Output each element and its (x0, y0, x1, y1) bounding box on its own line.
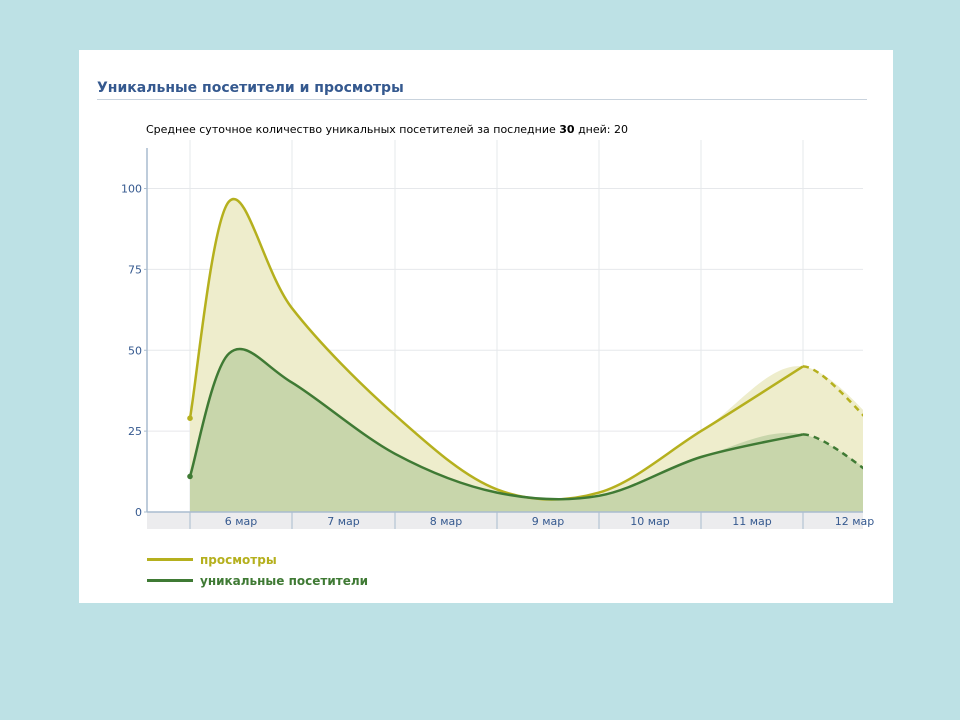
summary-days: 30 (559, 123, 575, 136)
y-tick-label: 50 (128, 344, 142, 357)
x-tick-label: 6 мар (225, 515, 258, 528)
legend-item-visitors[interactable]: уникальные посетители (147, 570, 368, 591)
card-title: Уникальные посетители и просмотры (97, 80, 404, 96)
y-tick-label: 100 (121, 183, 142, 196)
stats-card: Уникальные посетители и просмотры Средне… (79, 50, 893, 603)
legend-label-visitors: уникальные посетители (200, 573, 369, 588)
summary-suffix: дней: 20 (578, 123, 628, 136)
legend-item-views[interactable]: просмотры (147, 549, 368, 570)
visitors-chart: 6 мар 7 мар 8 мар 9 мар 10 мар 11 мар 12 мар 0… (121, 140, 875, 529)
summary-prefix: Среднее суточное количество уникальных п… (146, 123, 556, 136)
y-tick-labels: 0 25 50 75 100 (121, 183, 147, 519)
x-tick-label: 9 мар (532, 515, 565, 528)
line-tail-views (802, 365, 863, 417)
title-divider (97, 99, 867, 100)
legend-swatch-views (147, 558, 193, 561)
y-tick-label: 0 (135, 506, 142, 519)
x-tick-label: 12 мар (835, 515, 875, 528)
y-tick-label: 25 (128, 425, 142, 438)
area-visitors (190, 348, 863, 512)
series-endpoints (187, 415, 193, 480)
x-tick-label: 11 мар (732, 515, 772, 528)
series-areas (190, 199, 863, 512)
y-tick-label: 75 (128, 263, 142, 276)
x-tick-label: 10 мар (630, 515, 670, 528)
line-visitors (188, 347, 804, 501)
legend-swatch-visitors (147, 579, 193, 582)
x-tick-label: 7 мар (327, 515, 360, 528)
axes (146, 148, 863, 529)
series-lines (188, 197, 863, 501)
point-start-views (187, 415, 193, 421)
average-visitors-summary: Среднее суточное количество уникальных п… (146, 123, 628, 136)
chart-legend: просмотры уникальные посетители (147, 549, 368, 591)
point-start-visitors (187, 473, 193, 480)
legend-label-views: просмотры (200, 552, 277, 567)
x-tick-label: 8 мар (430, 515, 463, 528)
x-tick-labels: 6 мар 7 мар 8 мар 9 мар 10 мар 11 мар 12 мар (225, 515, 875, 528)
line-views (188, 197, 804, 501)
x-axis-band (147, 512, 863, 529)
